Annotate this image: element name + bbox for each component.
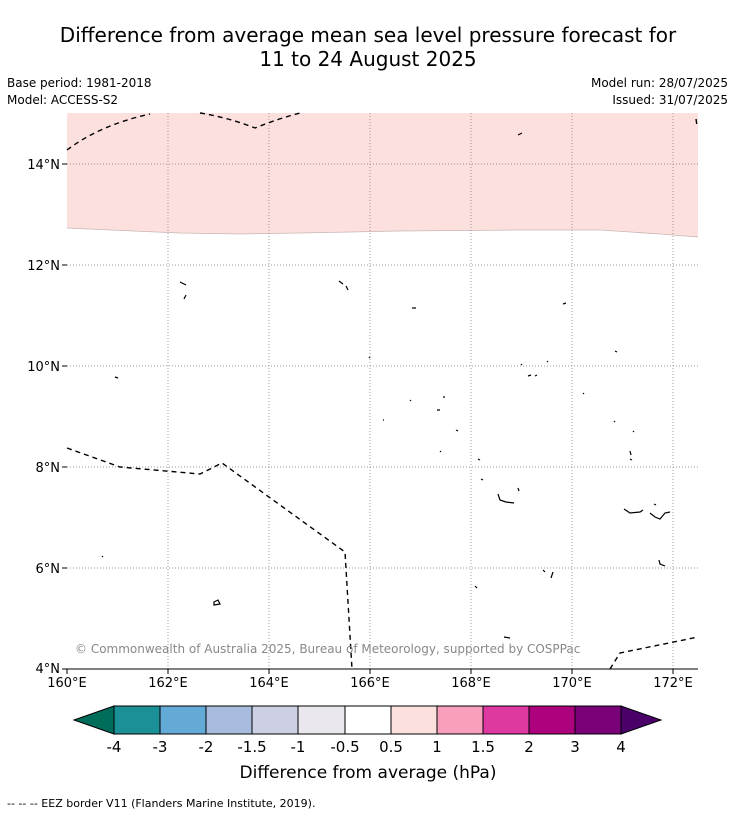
model-name: Model: ACCESS-S2: [7, 93, 119, 107]
map-title-line2: 11 to 24 August 2025: [259, 47, 477, 71]
longitude-labels: 160°E 162°E 164°E 166°E 168°E 170°E 172°…: [47, 676, 693, 691]
positive-anomaly-region: [67, 113, 698, 237]
model-run: Model run: 28/07/2025: [590, 76, 728, 90]
copyright-notice: © Commonwealth of Australia 2025, Bureau…: [75, 642, 580, 656]
issued-date: Issued: 31/07/2025: [612, 93, 728, 107]
colorbar-box: [297, 705, 346, 735]
colorbar-tick-label: -0.5: [330, 738, 359, 756]
lon-label: 172°E: [653, 676, 693, 691]
colorbar-tick-label: -1: [291, 738, 306, 756]
colorbar-box: [251, 705, 299, 735]
colorbar-label: Difference from average (hPa): [240, 763, 497, 783]
colorbar-box: [574, 705, 622, 735]
colorbar-tick-label: 2: [524, 738, 534, 756]
colorbar-tick-label: -4: [107, 738, 122, 756]
colorbar-box: [205, 705, 253, 735]
lat-label: 10°N: [27, 360, 60, 375]
latitude-labels: 14°N 12°N 10°N 8°N 6°N 4°N: [27, 158, 60, 677]
colorbar-extend-low: [72, 705, 115, 735]
colorbar: -4 -3 -2 -1.5 -1 -0.5 0.5 1 1.5 2 3 4: [72, 705, 663, 756]
colorbar-tick-label: -2: [199, 738, 214, 756]
islands: [101, 132, 671, 639]
colorbar-box: [390, 705, 438, 735]
colorbar-box: [482, 705, 530, 735]
colorbar-extend-high: [620, 705, 663, 735]
colorbar-tick-label: 3: [570, 738, 580, 756]
colorbar-tick-label: -3: [153, 738, 168, 756]
colorbar-tick-label: 1: [432, 738, 442, 756]
lon-label: 164°E: [249, 676, 289, 691]
anomaly-contour: [66, 227, 699, 238]
lon-label: 168°E: [451, 676, 491, 691]
colorbar-box: [436, 705, 484, 735]
colorbar-tick-label: 0.5: [379, 738, 403, 756]
lon-label: 166°E: [350, 676, 390, 691]
lon-label: 170°E: [552, 676, 592, 691]
base-period: Base period: 1981-2018: [7, 76, 152, 90]
lat-label: 6°N: [36, 562, 61, 577]
lon-label: 160°E: [47, 676, 87, 691]
colorbar-box: [113, 705, 161, 735]
colorbar-tick-label: 1.5: [471, 738, 495, 756]
map-gridlines: [67, 113, 698, 669]
eez-legend-footer: -- -- -- EEZ border V11 (Flanders Marine…: [7, 797, 316, 810]
eez-borders: [66, 112, 699, 670]
colorbar-box: [528, 705, 576, 735]
map-title-line1: Difference from average mean sea level p…: [59, 23, 677, 47]
lat-label: 14°N: [27, 158, 60, 173]
lat-label: 4°N: [36, 662, 61, 677]
lon-label: 162°E: [148, 676, 188, 691]
axis-ticks: [62, 163, 674, 674]
lat-label: 12°N: [27, 259, 60, 274]
colorbar-box: [344, 705, 392, 735]
colorbar-tick-label: 4: [616, 738, 626, 756]
colorbar-tick-label: -1.5: [237, 738, 266, 756]
lat-label: 8°N: [36, 461, 61, 476]
colorbar-box: [159, 705, 207, 735]
